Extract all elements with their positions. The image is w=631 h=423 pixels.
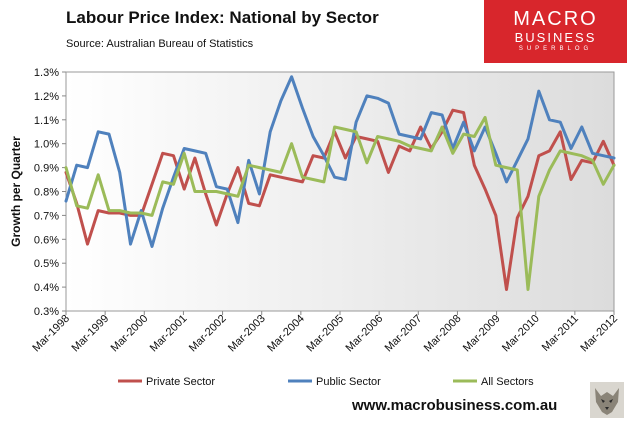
x-tick-label: Mar-2009 [461,313,503,355]
y-tick-label: 0.6% [34,234,59,246]
wolf-icon [590,382,624,418]
x-tick-label: Mar-2003 [226,313,268,355]
x-tick-label: Mar-1999 [69,313,111,355]
x-tick-label: Mar-2008 [422,313,464,355]
y-tick-label: 1.3% [34,67,59,79]
y-tick-label: 0.3% [34,306,59,318]
y-tick-label: 0.7% [34,210,59,222]
plot-area [65,71,615,312]
x-tick-label: Mar-2002 [187,313,229,355]
y-tick-label: 1.2% [34,91,59,103]
legend-label-public: Public Sector [316,376,381,388]
chart-title: Labour Price Index: National by Sector [66,8,379,27]
series-line-public [64,75,616,248]
logo-line-macro: MACRO [513,8,598,30]
y-tick-label: 1.0% [34,139,59,151]
x-tick-label: Mar-2006 [343,313,385,355]
legend-label-all: All Sectors [481,376,534,388]
logo-line-business: BUSINESS [514,30,597,45]
website-url: www.macrobusiness.com.au [352,397,558,414]
y-tick-label: 0.4% [34,282,59,294]
x-tick-label: Mar-2010 [500,313,542,355]
logo-line-superblog: SUPERBLOG [518,46,593,52]
y-axis-label: Growth per Quarter [9,136,23,247]
series-line-all [64,115,616,291]
y-tick-label: 0.9% [34,163,59,175]
macrobusiness-logo: MACRO BUSINESS SUPERBLOG [484,0,627,63]
series-line-private [64,108,616,291]
x-tick-label: Mar-2004 [265,313,307,355]
y-tick-label: 0.8% [34,187,59,199]
y-tick-label: 1.1% [34,115,59,127]
y-tick-label: 0.5% [34,258,59,270]
x-tick-label: Mar-2005 [304,313,346,355]
chart-source: Source: Australian Bureau of Statistics [66,38,254,50]
x-tick-label: Mar-1998 [30,313,72,355]
x-tick-label: Mar-2000 [109,313,151,355]
x-tick-label: Mar-2007 [383,313,425,355]
x-tick-label: Mar-2001 [148,313,190,355]
x-tick-label: Mar-2011 [540,313,581,354]
x-tick-label: Mar-2012 [578,313,620,355]
legend-label-private: Private Sector [146,376,215,388]
